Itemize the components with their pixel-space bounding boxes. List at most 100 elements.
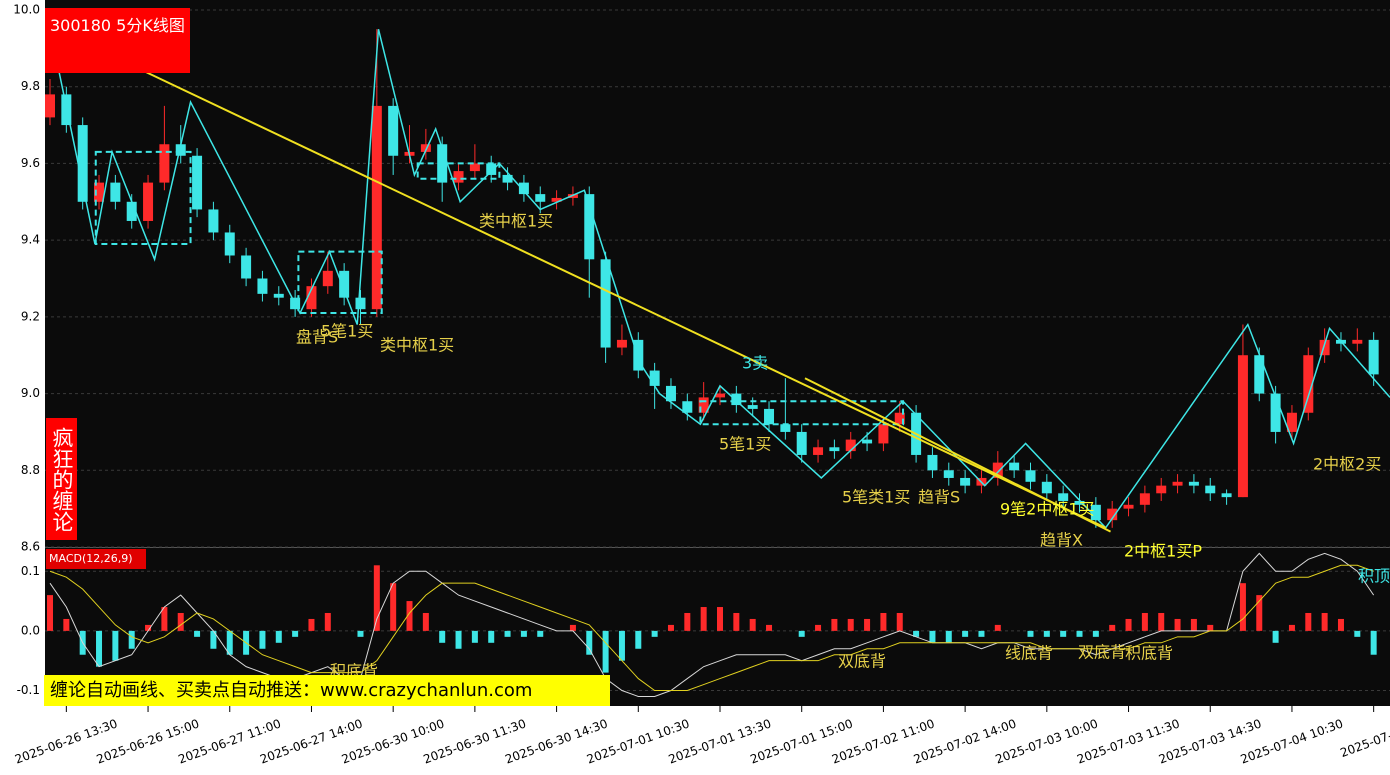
candle-body bbox=[355, 297, 366, 310]
candle-body bbox=[698, 397, 709, 413]
zhongshu-box bbox=[699, 400, 905, 426]
macd-bar bbox=[1027, 630, 1034, 637]
candle-body bbox=[208, 209, 219, 233]
annotation: 5笔类1买 bbox=[842, 488, 910, 507]
macd-bar bbox=[1370, 630, 1377, 655]
candle-body bbox=[649, 370, 660, 386]
macd-bar bbox=[1125, 618, 1132, 631]
candle-body bbox=[388, 105, 399, 156]
y-tick-label: 9.8 bbox=[21, 79, 40, 93]
candle-body bbox=[960, 477, 971, 486]
candle-body bbox=[45, 94, 55, 118]
candle-body bbox=[829, 447, 840, 452]
candle-body bbox=[551, 197, 562, 202]
candle-body bbox=[453, 171, 464, 183]
candle-body bbox=[110, 182, 121, 202]
candle-body bbox=[600, 259, 611, 348]
chart-title: 300180 5分K线图 bbox=[45, 8, 190, 73]
macd-bar bbox=[602, 630, 609, 673]
candle-body bbox=[1270, 393, 1281, 432]
macd-bar bbox=[128, 630, 135, 649]
annotation: 双底背 bbox=[838, 652, 886, 671]
macd-bar bbox=[1109, 624, 1116, 631]
y-tick-label: 8.8 bbox=[21, 463, 40, 477]
macd-bar bbox=[357, 630, 364, 637]
macd-bar bbox=[1076, 630, 1083, 637]
macd-bar bbox=[864, 618, 871, 631]
macd-bar bbox=[96, 630, 103, 667]
banner: 缠论自动画线、买卖点自动推送：www.crazychanlun.com bbox=[44, 675, 610, 706]
zhongshu-box bbox=[416, 162, 501, 180]
y-tick-label: 10.0 bbox=[13, 3, 40, 17]
annotation: 类中枢1买 bbox=[380, 336, 454, 355]
macd-bar bbox=[63, 618, 70, 631]
annotation: 双底背 bbox=[1078, 643, 1126, 662]
dea-line bbox=[49, 564, 1374, 691]
macd-bar bbox=[439, 630, 446, 643]
macd-bar bbox=[1288, 624, 1295, 631]
macd-bar bbox=[422, 612, 429, 631]
macd-title: MACD(12,26,9) bbox=[46, 549, 146, 569]
annotation: 趋背X bbox=[1040, 531, 1083, 550]
macd-bar bbox=[831, 618, 838, 631]
candle-body bbox=[518, 182, 529, 195]
macd-bar bbox=[994, 624, 1001, 631]
annotation: 9笔2中枢1买 bbox=[1000, 500, 1095, 519]
candle-body bbox=[143, 182, 154, 221]
macd-bar bbox=[962, 630, 969, 637]
candle-body bbox=[1188, 481, 1199, 486]
candle-body bbox=[175, 144, 186, 156]
macd-bar bbox=[798, 630, 805, 637]
macd-bar bbox=[161, 607, 168, 631]
annotation: 5笔1买 bbox=[321, 322, 373, 341]
macd-bar bbox=[1060, 630, 1067, 637]
macd-bar bbox=[488, 630, 495, 643]
x-tick-label: 2025-07-04 bbox=[1338, 723, 1390, 760]
y-tick-label: 9.2 bbox=[21, 309, 40, 323]
candle-body bbox=[1221, 493, 1232, 498]
candle-body bbox=[1205, 485, 1216, 494]
candle-body bbox=[747, 405, 758, 409]
macd-bar bbox=[880, 612, 887, 631]
annotation: 趋背S bbox=[918, 488, 960, 507]
macd-bar bbox=[1174, 618, 1181, 631]
y-tick-label: 9.0 bbox=[21, 386, 40, 400]
candle-body bbox=[764, 408, 775, 425]
candle-body bbox=[1058, 493, 1069, 501]
candle-body bbox=[731, 393, 742, 406]
annotation: 盘背S bbox=[296, 328, 338, 347]
macd-bar bbox=[635, 630, 642, 649]
macd-bar bbox=[667, 624, 674, 631]
candle-body bbox=[584, 194, 595, 260]
macd-bar bbox=[275, 630, 282, 643]
macd-bar bbox=[210, 630, 217, 649]
side-label: 疯狂的缠论 bbox=[46, 418, 77, 540]
macd-bar bbox=[1092, 630, 1099, 637]
annotation: 2中枢1买P bbox=[1124, 542, 1202, 561]
macd-bar bbox=[537, 630, 544, 637]
candle-body bbox=[1123, 504, 1134, 509]
candle-body bbox=[927, 454, 938, 471]
macd-bar bbox=[929, 630, 936, 643]
bi-line bbox=[57, 28, 1390, 530]
macd-bar bbox=[978, 630, 985, 637]
y-tick-label: 8.6 bbox=[21, 540, 40, 554]
macd-bar bbox=[1239, 583, 1246, 631]
macd-bar bbox=[569, 624, 576, 631]
zhongshu-box bbox=[297, 250, 383, 315]
macd-bar bbox=[292, 630, 299, 637]
candle-body bbox=[224, 232, 235, 256]
candle-body bbox=[322, 270, 333, 287]
candle-body bbox=[159, 144, 170, 183]
candle-body bbox=[339, 270, 350, 298]
candle-body bbox=[1156, 485, 1167, 494]
macd-bar bbox=[1337, 618, 1344, 631]
y-tick-label: 9.4 bbox=[21, 233, 40, 247]
macd-bar bbox=[749, 618, 756, 631]
candle-body bbox=[992, 462, 1003, 478]
annotation: 积底背 bbox=[1125, 644, 1173, 663]
candle-body bbox=[1025, 470, 1036, 482]
macd-bar bbox=[1256, 595, 1263, 631]
candle-body bbox=[94, 182, 105, 202]
